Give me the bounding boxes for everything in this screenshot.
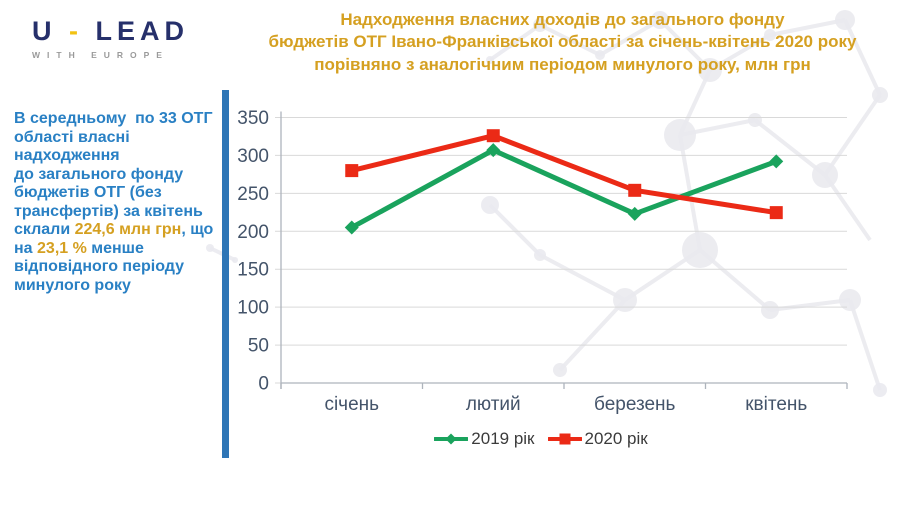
summary-highlight-amount: 224,6 млн грн: [74, 221, 182, 239]
series-line-2019-рік: [349, 147, 779, 230]
uLead-logo: U - LEAD WITH EUROPE: [32, 16, 192, 60]
legend-label: 2020 рік: [584, 429, 648, 448]
summary-text-part3: менше відповідного періоду минулого року: [14, 239, 189, 294]
legend-marker-icon: [547, 433, 582, 445]
uLead-logo-tagline: WITH EUROPE: [32, 50, 169, 60]
y-tick-label-0: 0: [258, 374, 269, 395]
y-tick-label-100: 100: [237, 298, 269, 319]
summary-text-part1: В середньому по 33 ОТГ області власні на…: [14, 110, 213, 239]
y-tick-label-200: 200: [237, 222, 269, 243]
legend-item-2019-рік: 2019 рік: [434, 429, 535, 449]
legend-item-2020-рік: 2020 рік: [547, 429, 648, 449]
series-line-2020-рік: [349, 133, 779, 216]
x-tick-label-2: лютий: [466, 394, 521, 415]
y-tick-label-50: 50: [248, 336, 269, 357]
marker-square: [769, 206, 783, 220]
marker-diamond: [627, 206, 642, 221]
legend-marker-icon: [434, 433, 469, 445]
legend-label: 2019 рік: [471, 429, 535, 448]
y-tick-label-300: 300: [237, 146, 269, 167]
y-tick-label-350: 350: [237, 108, 269, 129]
summary-text: В середньому по 33 ОТГ області власні на…: [14, 110, 216, 295]
y-tick-label-150: 150: [237, 260, 269, 281]
x-tick-label-4: квітень: [745, 394, 807, 415]
summary-highlight-percent: 23,1 %: [37, 239, 87, 257]
logo-dash: -: [69, 16, 84, 46]
chart-legend: 2019 рік 2020 рік: [281, 429, 801, 449]
y-tick-label-250: 250: [237, 184, 269, 205]
x-tick-label-3: березень: [594, 394, 676, 415]
marker-square: [486, 129, 500, 143]
summary-text-part2: , що на: [14, 221, 218, 257]
marker-diamond: [769, 154, 784, 169]
uLead-logo-wordmark: U - LEAD: [32, 16, 190, 46]
marker-diamond: [344, 220, 359, 235]
x-tick-label-1: січень: [324, 394, 379, 415]
marker-diamond: [486, 143, 501, 158]
marker-square: [628, 183, 642, 197]
vertical-divider-bar: [222, 90, 229, 458]
page-title: Надходження власних доходів до загальног…: [268, 10, 857, 74]
marker-square: [345, 164, 359, 178]
